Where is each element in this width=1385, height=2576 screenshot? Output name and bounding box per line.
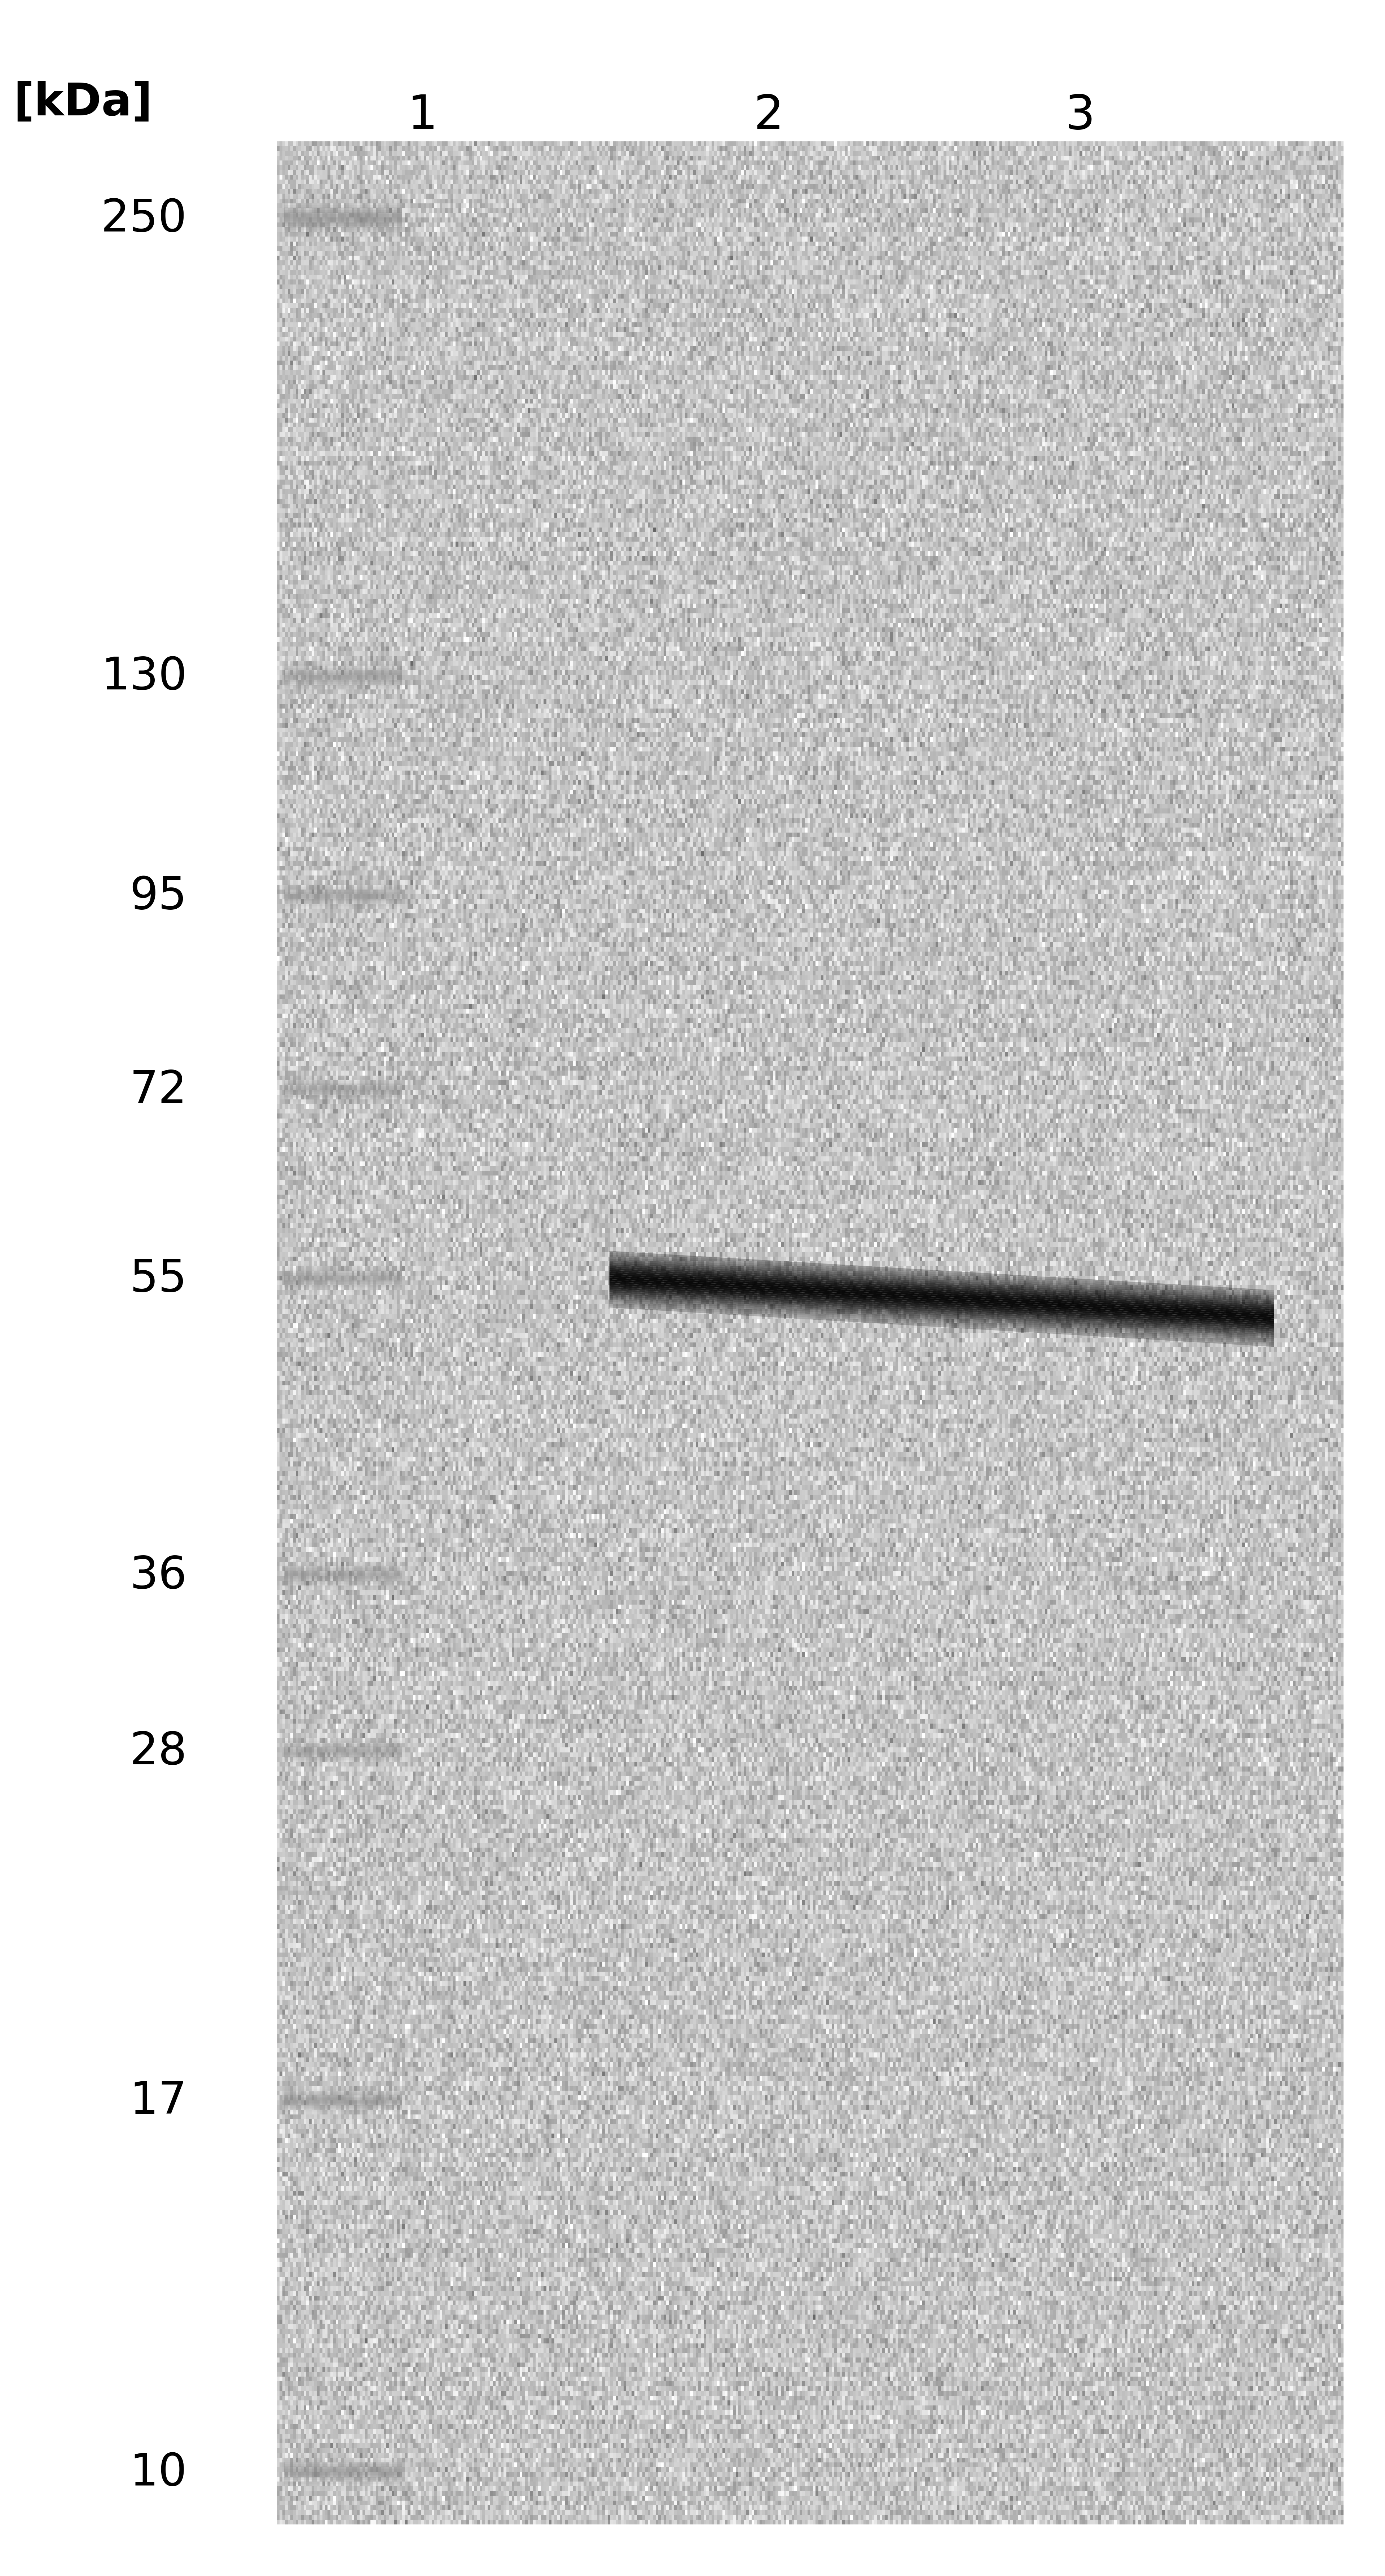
Polygon shape xyxy=(609,1262,1274,1303)
Polygon shape xyxy=(609,1265,1274,1306)
Text: 130: 130 xyxy=(101,654,187,698)
Polygon shape xyxy=(609,1260,1274,1301)
Polygon shape xyxy=(609,1306,1274,1347)
Polygon shape xyxy=(609,1267,1274,1309)
Text: 17: 17 xyxy=(130,2079,187,2123)
Polygon shape xyxy=(609,1301,1274,1342)
Text: 250: 250 xyxy=(101,198,187,240)
Polygon shape xyxy=(609,1260,1274,1301)
Polygon shape xyxy=(609,1291,1274,1332)
Polygon shape xyxy=(609,1280,1274,1321)
Text: 1: 1 xyxy=(407,93,438,139)
Polygon shape xyxy=(609,1303,1274,1345)
Text: 10: 10 xyxy=(130,2452,187,2494)
Text: 95: 95 xyxy=(130,876,187,917)
Polygon shape xyxy=(609,1265,1274,1306)
Polygon shape xyxy=(609,1273,1274,1314)
Polygon shape xyxy=(609,1283,1274,1324)
Polygon shape xyxy=(609,1257,1274,1298)
Polygon shape xyxy=(609,1285,1274,1327)
Polygon shape xyxy=(609,1298,1274,1340)
Polygon shape xyxy=(609,1280,1274,1321)
Polygon shape xyxy=(609,1252,1274,1293)
Text: 3: 3 xyxy=(1065,93,1096,139)
Polygon shape xyxy=(609,1273,1274,1314)
Text: 2: 2 xyxy=(753,93,784,139)
Polygon shape xyxy=(609,1252,1274,1293)
Polygon shape xyxy=(609,1293,1274,1334)
Polygon shape xyxy=(609,1270,1274,1311)
Polygon shape xyxy=(609,1293,1274,1334)
Polygon shape xyxy=(609,1275,1274,1316)
Text: 72: 72 xyxy=(130,1069,187,1113)
Polygon shape xyxy=(609,1301,1274,1342)
Polygon shape xyxy=(609,1255,1274,1296)
Text: 36: 36 xyxy=(130,1553,187,1597)
Polygon shape xyxy=(609,1288,1274,1329)
Text: 28: 28 xyxy=(130,1731,187,1775)
Text: 55: 55 xyxy=(130,1257,187,1301)
Polygon shape xyxy=(609,1288,1274,1329)
FancyBboxPatch shape xyxy=(277,142,1343,2524)
Polygon shape xyxy=(609,1296,1274,1337)
Text: [kDa]: [kDa] xyxy=(14,82,152,124)
Polygon shape xyxy=(609,1278,1274,1319)
